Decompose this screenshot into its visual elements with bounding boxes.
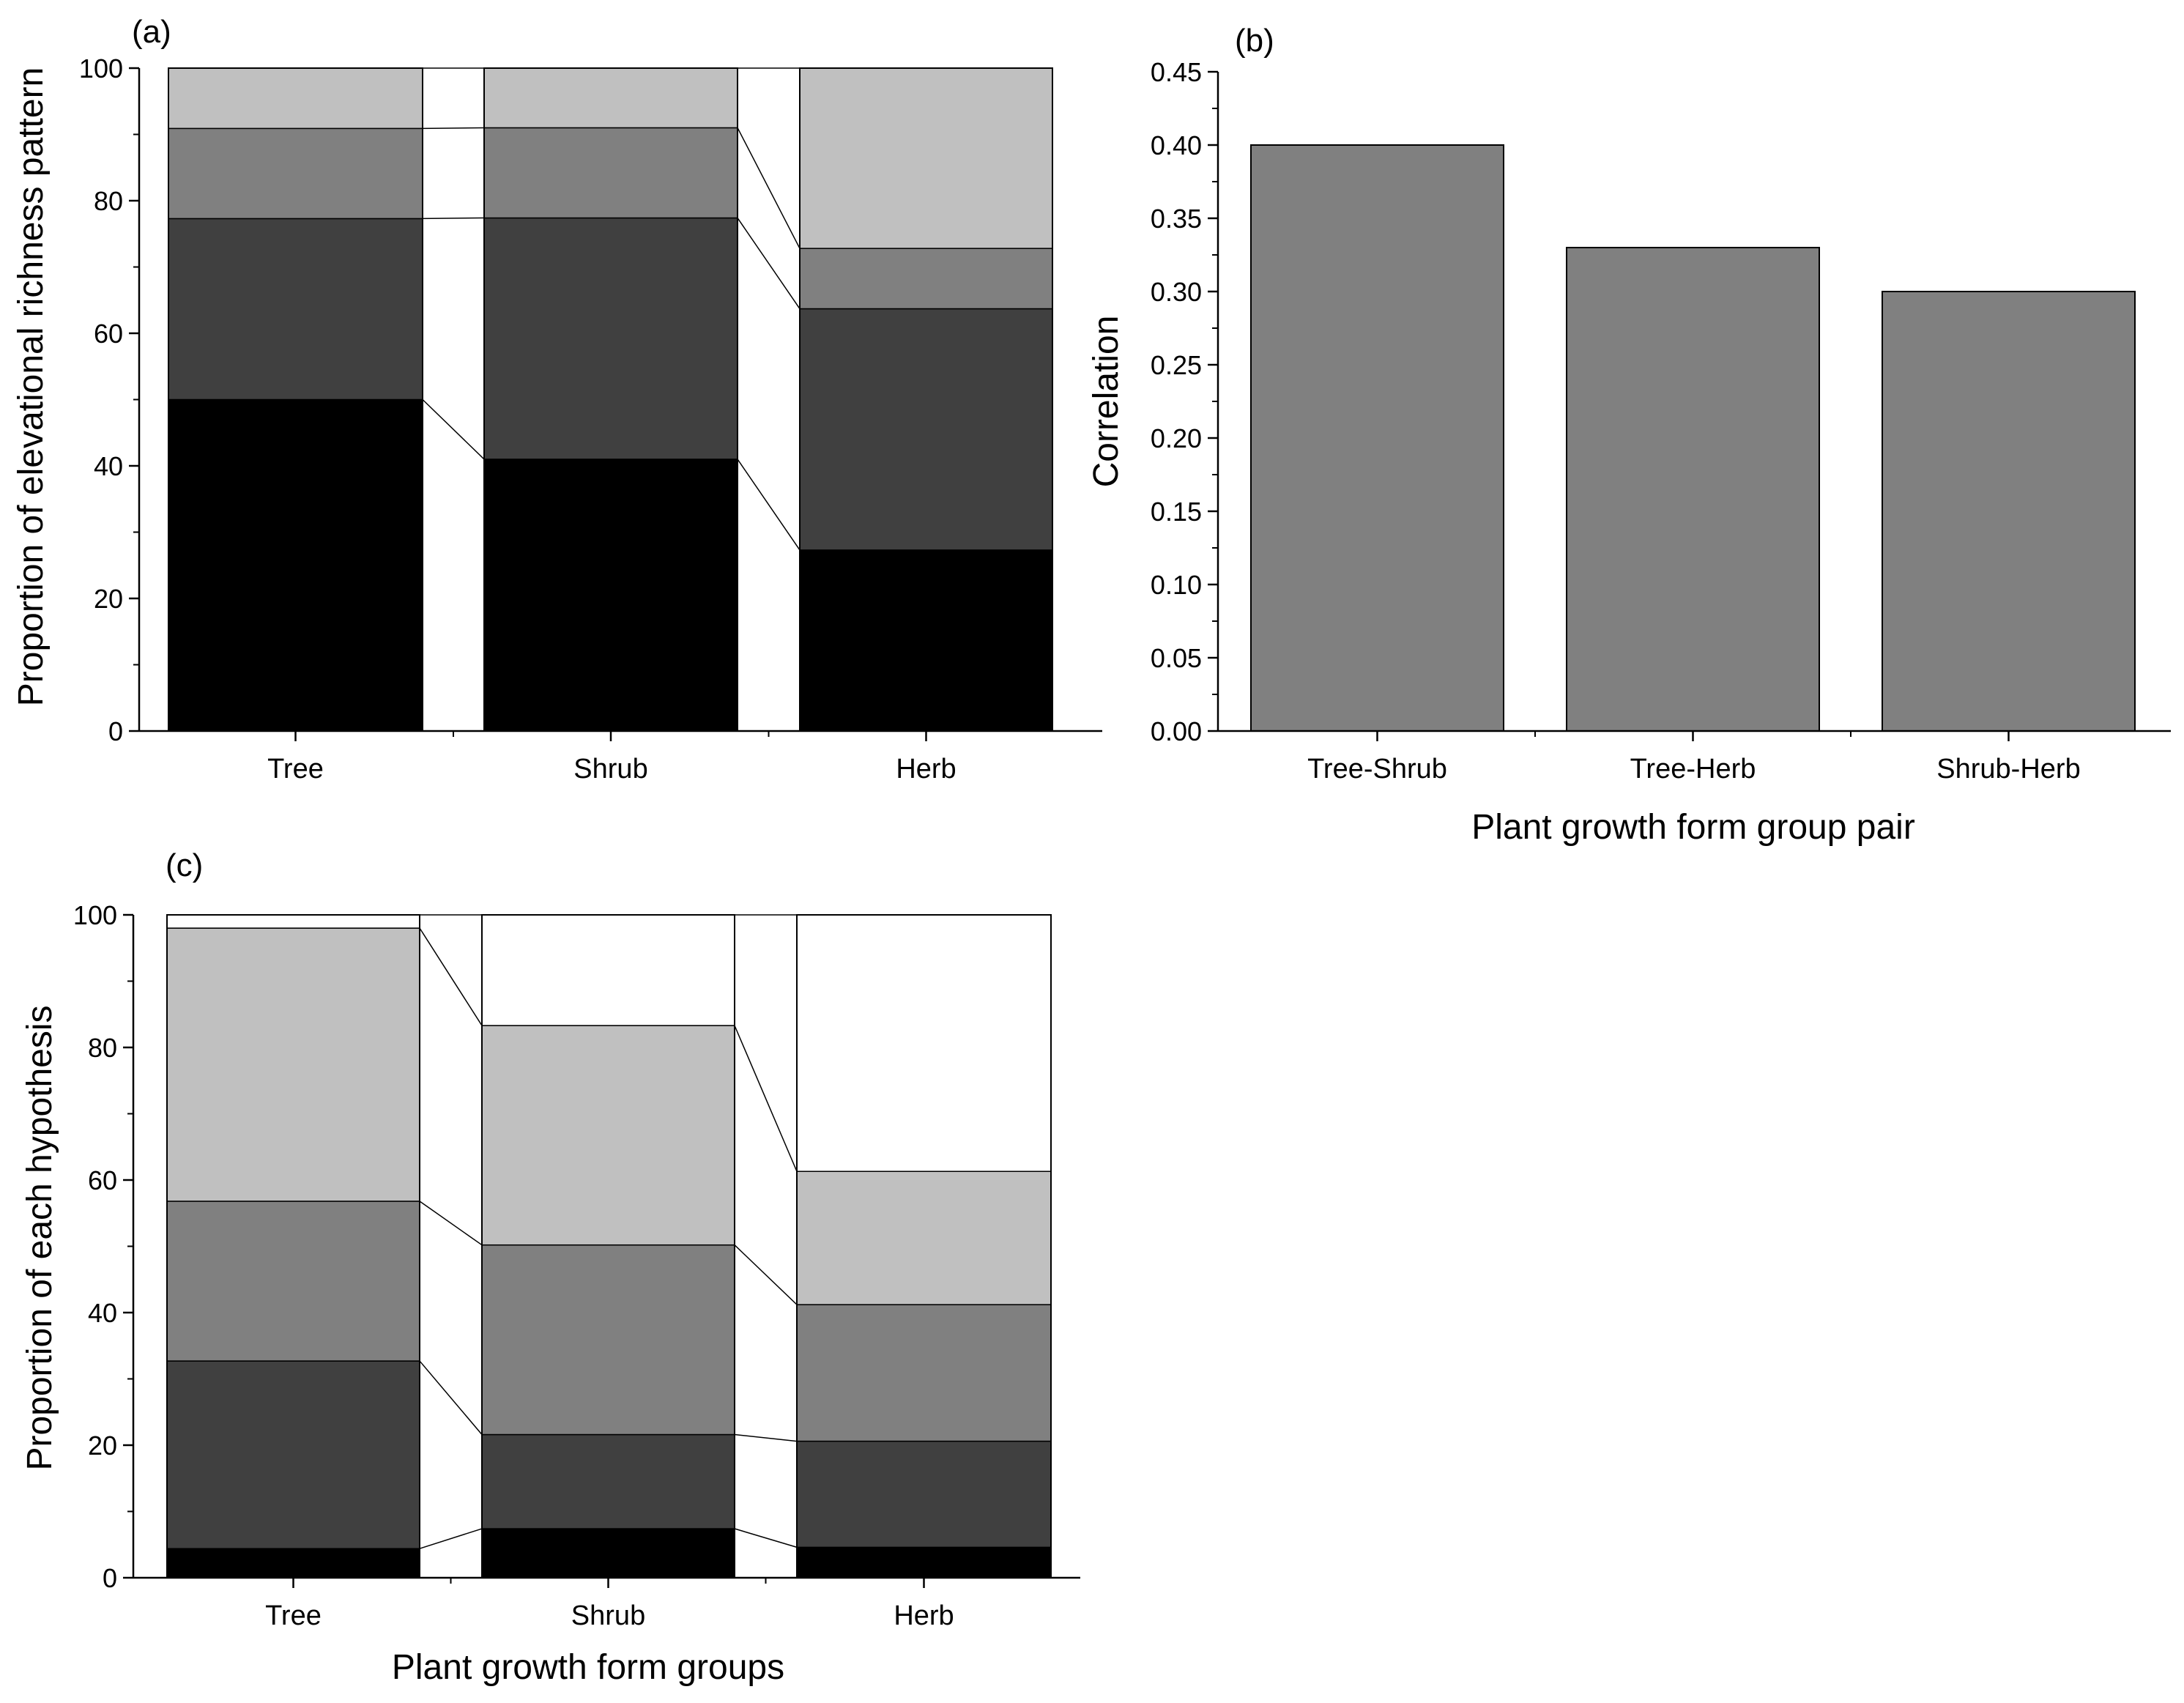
y-tick-label: 80: [88, 1033, 117, 1063]
bar-tree-segment-5: [166, 914, 420, 929]
panel-c-ylabel: Proportion of each hypothesis: [21, 1005, 59, 1470]
y-tick-label: 0.00: [1151, 716, 1202, 746]
y-tick-label: 0.10: [1151, 570, 1202, 600]
y-tick-label: 60: [94, 319, 123, 349]
panel-a-ylabel: Proportion of elevational richness patte…: [12, 67, 51, 707]
bar-shrub-segment-2: [483, 217, 738, 460]
y-tick-label: 0: [103, 1563, 117, 1593]
y-tick-label: 100: [73, 900, 117, 930]
connector-line: [734, 1528, 798, 1548]
panel-a-axes: 0 20 40 60 80 100 Tree Shrub Herb: [79, 53, 1102, 784]
panel-b-label: (b): [1235, 23, 1274, 59]
bar-shrub-segment-4: [483, 67, 738, 129]
bar-shrub-segment-1: [481, 1528, 735, 1578]
connector-line: [419, 1201, 483, 1246]
bar-tree-segment-3: [166, 1201, 420, 1362]
connector-line: [422, 217, 485, 220]
y-tick-label: 20: [94, 584, 123, 614]
panel-a-label: (a): [132, 14, 171, 50]
bar-shrub-segment-2: [481, 1433, 735, 1529]
y-tick-label: 0.05: [1151, 643, 1202, 673]
panel-c-connectors: [419, 914, 798, 1549]
y-tick-label: 0.30: [1151, 277, 1202, 307]
bar-herb-segment-5: [796, 914, 1052, 1172]
y-tick-label: 0: [108, 716, 123, 746]
bar-shrub-segment-3: [483, 127, 738, 219]
bar-shrub-segment-3: [481, 1244, 735, 1436]
panel-a-chart: (a) 0 20 40 60 80 100 Tree Shrub Herb Proportion…: [12, 14, 1102, 784]
panel-b-ylabel: Correlation: [1087, 316, 1126, 488]
connector-line: [419, 927, 483, 1026]
connector-line: [422, 398, 485, 460]
y-tick-label: 0.45: [1151, 57, 1202, 87]
y-tick-label: 60: [88, 1165, 117, 1195]
panel-c-label: (c): [166, 847, 203, 883]
bar-herb-segment-1: [796, 1546, 1052, 1578]
connector-line: [734, 1244, 798, 1305]
panel-a-connectors: [422, 67, 801, 551]
bar-tree-segment-4: [168, 67, 423, 130]
y-tick-label: 40: [94, 451, 123, 481]
bar-tree-herb: [1566, 247, 1820, 732]
x-tick-label: Shrub: [571, 1600, 645, 1631]
x-tick-label: Tree-Herb: [1630, 754, 1756, 784]
bar-tree-shrub: [1250, 144, 1504, 732]
panel-b-chart: (b) 0.00 0.05 0.10 0.15 0.20 0.25 0.30 0.35 0.40…: [1087, 23, 2171, 847]
y-tick-label: 100: [79, 53, 123, 84]
bar-tree-segment-2: [166, 1360, 420, 1549]
panel-c-bars: [166, 914, 1052, 1578]
x-tick-label: Shrub-Herb: [1936, 754, 2080, 784]
y-tick-label: 0.20: [1151, 423, 1202, 453]
bar-shrub-segment-5: [481, 914, 735, 1026]
bar-tree-segment-4: [166, 927, 420, 1202]
connector-line: [737, 127, 801, 249]
panel-c-xlabel: Plant growth form groups: [392, 1648, 784, 1687]
panel-a-bars: [168, 67, 1053, 732]
y-tick-label: 40: [88, 1298, 117, 1328]
x-tick-label: Tree: [267, 754, 324, 784]
connector-line: [737, 218, 801, 309]
bar-herb-segment-3: [799, 248, 1053, 310]
bar-herb-segment-1: [799, 549, 1053, 732]
connector-line: [734, 1025, 798, 1172]
connector-line: [734, 1433, 798, 1442]
bar-herb-segment-3: [796, 1304, 1052, 1442]
x-tick-label: Tree: [265, 1600, 322, 1631]
bar-tree-segment-1: [166, 1548, 420, 1578]
panel-c-axes: 0 20 40 60 80 100 Tree Shrub Herb: [73, 900, 1080, 1631]
bar-tree-segment-2: [168, 218, 423, 401]
y-tick-label: 0.40: [1151, 130, 1202, 160]
x-tick-label: Shrub: [573, 754, 647, 784]
bar-shrub-segment-1: [483, 459, 738, 732]
panel-b-xlabel: Plant growth form group pair: [1471, 808, 1915, 847]
panel-b-axes: 0.00 0.05 0.10 0.15 0.20 0.25 0.30 0.35 0.40 0.45…: [1151, 57, 2171, 784]
connector-line: [422, 127, 485, 130]
bar-tree-segment-1: [168, 398, 423, 732]
bar-shrub-herb: [1882, 291, 2136, 732]
panel-b-bars: [1250, 144, 2136, 732]
connector-line: [419, 1528, 483, 1549]
y-tick-label: 80: [94, 186, 123, 216]
y-tick-label: 0.35: [1151, 204, 1202, 234]
bar-herb-segment-2: [796, 1440, 1052, 1548]
x-tick-label: Herb: [896, 754, 956, 784]
bar-shrub-segment-4: [481, 1025, 735, 1246]
bar-herb-segment-2: [799, 308, 1053, 551]
bar-tree-segment-3: [168, 127, 423, 220]
bar-herb-segment-4: [799, 67, 1053, 249]
y-tick-label: 0.25: [1151, 350, 1202, 380]
bar-herb-segment-4: [796, 1170, 1052, 1305]
connector-line: [419, 1360, 483, 1436]
y-tick-label: 20: [88, 1431, 117, 1461]
y-tick-label: 0.15: [1151, 497, 1202, 527]
panel-c-chart: (c) 0 20 40 60 80 100 Tree Shrub Herb Proportion…: [21, 847, 1080, 1687]
connector-line: [737, 459, 801, 551]
x-tick-label: Herb: [894, 1600, 954, 1631]
x-tick-label: Tree-Shrub: [1307, 754, 1447, 784]
